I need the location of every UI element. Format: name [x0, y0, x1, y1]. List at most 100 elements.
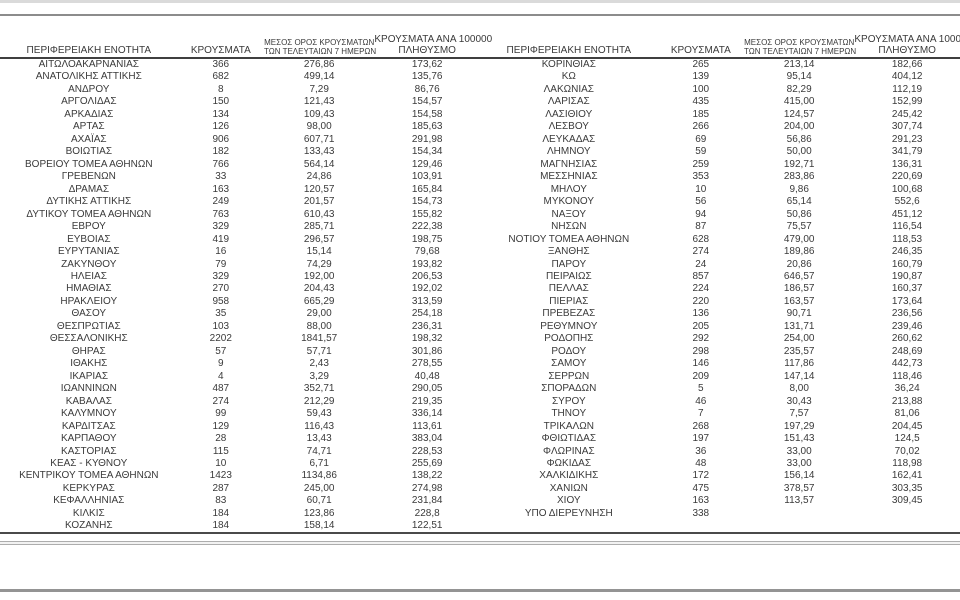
avg7-cell: 7,29	[309, 83, 329, 95]
avg7-cell: 13,43	[306, 433, 332, 445]
avg7-cell: 30,43	[786, 395, 812, 407]
table-row: ΦΘΙΩΤΙΔΑΣ 197 151,43 124,5	[480, 433, 960, 445]
avg7-cell: 75,57	[786, 221, 812, 233]
per100k-cell: 341,79	[891, 146, 923, 158]
table-row: ΕΒΡΟΥ 329 285,71 222,38	[0, 221, 480, 233]
table-row: ΙΚΑΡΙΑΣ 4 3,29 40,48	[0, 371, 480, 383]
table-row: ΚΕΦΑΛΛΗΝΙΑΣ 83 60,71 231,84	[0, 495, 480, 507]
cases-cell: 83	[215, 495, 227, 507]
region-cell: ΘΕΣΣΑΛΟΝΙΚΗΣ	[49, 333, 128, 345]
avg7-cell: 95,14	[786, 71, 812, 83]
region-cell: ΚΑΒΑΛΑΣ	[65, 395, 112, 407]
per100k-cell: 193,82	[411, 258, 443, 270]
table-row: ΞΑΝΘΗΣ 274 189,86 246,35	[480, 246, 960, 258]
cases-cell: 475	[692, 482, 710, 494]
per100k-cell: 260,62	[891, 333, 923, 345]
region-cell: ΠΡΕΒΕΖΑΣ	[542, 308, 596, 320]
region-cell: ΠΕΙΡΑΙΩΣ	[545, 270, 592, 282]
per100k-cell: 162,41	[891, 470, 923, 482]
cases-cell: 628	[692, 233, 710, 245]
cases-cell: 329	[212, 270, 230, 282]
per100k-cell: 307,74	[891, 121, 923, 133]
region-cell: ΙΘΑΚΗΣ	[70, 358, 108, 370]
table-row: ΦΩΚΙΔΑΣ 48 33,00 118,98	[480, 458, 960, 470]
cases-cell: 9	[218, 358, 224, 370]
table-row: ΣΕΡΡΩΝ 209 147,14 118,46	[480, 371, 960, 383]
table-row: ΠΕΙΡΑΙΩΣ 857 646,57 190,87	[480, 271, 960, 283]
region-cell: ΚΕΦΑΛΛΗΝΙΑΣ	[53, 495, 125, 507]
table-row: ΔΥΤΙΚΗΣ ΑΤΤΙΚΗΣ 249 201,57 154,73	[0, 196, 480, 208]
per100k-cell: 154,34	[411, 146, 443, 158]
per100k-cell: 291,23	[891, 133, 923, 145]
cases-cell: 185	[692, 108, 710, 120]
avg7-cell: 163,57	[783, 295, 815, 307]
table-row: ΚΑΡΔΙΤΣΑΣ 129 116,43 113,61	[0, 421, 480, 433]
table-row: ΑΡΚΑΔΙΑΣ 134 109,43 154,58	[0, 109, 480, 121]
per100k-cell: 160,37	[891, 283, 923, 295]
region-cell: ΕΥΡΥΤΑΝΙΑΣ	[58, 246, 120, 258]
per100k-cell: 154,73	[411, 196, 443, 208]
per100k-cell: 246,35	[891, 246, 923, 258]
cases-cell: 763	[212, 208, 230, 220]
per100k-cell: 239,46	[891, 320, 923, 332]
cases-cell: 329	[212, 221, 230, 233]
cases-cell: 94	[695, 208, 707, 220]
per100k-cell: 220,69	[891, 171, 923, 183]
region-cell: ΛΑΚΩΝΙΑΣ	[543, 83, 594, 95]
table-row: ΖΑΚΥΝΘΟΥ 79 74,29 193,82	[0, 259, 480, 271]
per100k-cell: 248,69	[891, 345, 923, 357]
table-row: ΚΕΝΤΡΙΚΟΥ ΤΟΜΕΑ ΑΘΗΝΩΝ 1423 1134,86 138,22	[0, 470, 480, 482]
table-header-right: ΠΕΡΙΦΕΡΕΙΑΚΗ ΕΝΟΤΗΤΑ ΚΡΟΥΣΜΑΤΑ ΜΕΣΟΣ ΟΡΟ…	[480, 26, 960, 59]
avg7-cell: 74,29	[306, 258, 332, 270]
cases-cell: 224	[692, 283, 710, 295]
per100k-cell: 236,31	[411, 320, 443, 332]
cases-cell: 292	[692, 333, 710, 345]
per100k-cell: 185,63	[411, 121, 443, 133]
avg7-cell: 121,43	[303, 96, 335, 108]
cases-cell: 298	[692, 345, 710, 357]
table-row: ΒΟΙΩΤΙΑΣ 182 133,43 154,34	[0, 146, 480, 158]
avg7-cell: 24,86	[306, 171, 332, 183]
avg7-cell: 213,14	[783, 59, 815, 70]
cases-cell: 48	[695, 458, 707, 469]
table-row: ΙΩΑΝΝΙΝΩΝ 487 352,71 290,05	[0, 383, 480, 395]
avg7-cell: 235,57	[783, 345, 815, 357]
cases-cell: 259	[692, 158, 710, 170]
table-row: ΚΑΛΥΜΝΟΥ 99 59,43 336,14	[0, 408, 480, 420]
column-header-per100k-line2: ΠΛΗΘΥΣΜΟ	[398, 45, 456, 56]
region-cell: ΗΜΑΘΙΑΣ	[66, 283, 112, 295]
per100k-cell: 190,87	[891, 270, 923, 282]
cases-cell: 419	[212, 233, 230, 245]
avg7-cell: 60,71	[306, 495, 332, 507]
per100k-cell: 135,76	[411, 71, 443, 83]
table-row: ΛΗΜΝΟΥ 59 50,00 341,79	[480, 146, 960, 158]
column-header-avg7-line1: ΜΕΣΟΣ ΟΡΟΣ ΚΡΟΥΣΜΑΤΩΝ	[264, 38, 375, 47]
table-row: ΛΕΥΚΑΔΑΣ 69 56,86 291,23	[480, 134, 960, 146]
region-cell: ΝΑΞΟΥ	[551, 208, 587, 220]
per100k-cell: 81,06	[894, 408, 920, 420]
avg7-cell: 189,86	[783, 246, 815, 258]
table-row: ΘΗΡΑΣ 57 57,71 301,86	[0, 346, 480, 358]
avg7-cell: 378,57	[783, 482, 815, 494]
table-row: ΚΑΡΠΑΘΟΥ 28 13,43 383,04	[0, 433, 480, 445]
per100k-cell: 118,53	[892, 233, 923, 245]
per100k-cell: 303,35	[891, 482, 923, 494]
avg7-cell: 254,00	[783, 333, 815, 345]
cases-cell: 150	[212, 96, 230, 108]
avg7-cell: 113,57	[784, 495, 815, 507]
cases-cell: 134	[212, 108, 230, 120]
region-cell: ΑΡΤΑΣ	[73, 121, 105, 133]
avg7-cell: 117,86	[784, 358, 815, 370]
per100k-cell: 112,19	[892, 83, 923, 95]
cases-cell: 766	[212, 158, 230, 170]
cases-cell: 129	[212, 420, 230, 432]
table-row: ΡΟΔΟΠΗΣ 292 254,00 260,62	[480, 333, 960, 345]
table-row: ΤΗΝΟΥ 7 7,57 81,06	[480, 408, 960, 420]
region-cell: ΝΗΣΩΝ	[551, 221, 587, 233]
avg7-cell: 499,14	[303, 71, 335, 83]
per100k-cell: 213,88	[891, 395, 923, 407]
table-row: ΚΙΛΚΙΣ 184 123,86 228,8	[0, 508, 480, 520]
avg7-cell: 201,57	[303, 196, 335, 208]
region-cell: ΕΥΒΟΙΑΣ	[67, 233, 111, 245]
column-header-region: ΠΕΡΙΦΕΡΕΙΑΚΗ ΕΝΟΤΗΤΑ	[26, 45, 152, 56]
